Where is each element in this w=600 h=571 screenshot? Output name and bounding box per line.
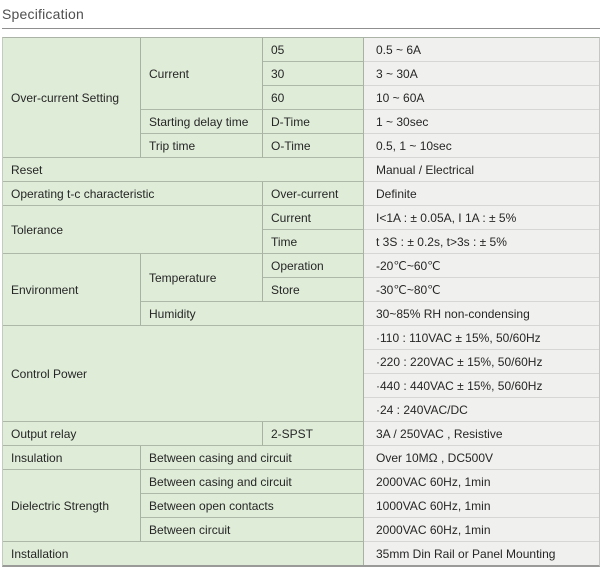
value-dielectric-casing-circuit: 2000VAC 60Hz, 1min (364, 470, 599, 494)
cell-o-time: O-Time (263, 134, 364, 158)
value-tolerance-time: t 3S : ± 0.2s, t>3s : ± 5% (364, 230, 599, 254)
page-title: Specification (2, 6, 84, 22)
value-control-power-110: ·110 : 110VAC ± 15%, 50/60Hz (364, 326, 599, 350)
row-tolerance-current: Tolerance Current I<1A : ± 0.05A, I 1A :… (3, 206, 599, 254)
cell-starting-delay-time: Starting delay time (141, 110, 263, 134)
row-control-power-24: ·24 : 240VAC/DC (3, 398, 599, 422)
cell-control-power: Control Power (3, 326, 364, 422)
value-60-range: 10 ~ 60A (364, 86, 599, 110)
cell-dielectric-open-contacts: Between open contacts (141, 494, 364, 518)
cell-operating-tc-characteristic: Operating t-c characteristic (3, 182, 263, 206)
cell-operation: Operation (263, 254, 364, 278)
cell-insulation: Insulation (3, 446, 141, 470)
cell-insulation-casing-circuit: Between casing and circuit (141, 446, 364, 470)
cell-environment: Environment (3, 254, 141, 326)
value-control-power-24: ·24 : 240VAC/DC (364, 398, 599, 422)
row-env-operation: Environment Temperature Operation -20℃~6… (3, 254, 599, 326)
cell-output-relay: Output relay (3, 422, 263, 446)
row-output-relay: Output relay 2-SPST 3A / 250VAC , Resist… (3, 422, 599, 446)
value-05-range: 0.5 ~ 6A (364, 38, 599, 62)
row-operating-tc: Operating t-c characteristic Over-curren… (3, 182, 599, 206)
cell-reset: Reset (3, 158, 364, 182)
row-oc-setting-05: Over-current Setting Current 05 0.5 ~ 6A (3, 38, 599, 158)
row-insulation: Insulation Between casing and circuit Ov… (3, 446, 599, 470)
cell-installation: Installation (3, 542, 364, 565)
cell-30: 30 (263, 62, 364, 86)
row-dielectric-casing-circuit: Dielectric Strength Between casing and c… (3, 470, 599, 542)
cell-d-time: D-Time (263, 110, 364, 134)
cell-tolerance: Tolerance (3, 206, 263, 254)
row-oc-setting-30: 30 3 ~ 30A (3, 62, 599, 86)
cell-trip-time: Trip time (141, 134, 263, 158)
value-dielectric-open-contacts: 1000VAC 60Hz, 1min (364, 494, 599, 518)
value-output-relay: 3A / 250VAC , Resistive (364, 422, 599, 446)
cell-humidity: Humidity (141, 302, 364, 326)
row-trip-time: Trip time O-Time 0.5, 1 ~ 10sec (3, 134, 599, 158)
cell-dielectric-casing-circuit: Between casing and circuit (141, 470, 364, 494)
row-dielectric-between-circuit: Between circuit 2000VAC 60Hz, 1min (3, 518, 599, 542)
row-dielectric-open-contacts: Between open contacts 1000VAC 60Hz, 1min (3, 494, 599, 518)
cell-2-spst: 2-SPST (263, 422, 364, 446)
row-oc-setting-60: 60 10 ~ 60A (3, 86, 599, 110)
row-control-power-110: Control Power ·110 : 110VAC ± 15%, 50/60… (3, 326, 599, 422)
value-d-time-range: 1 ~ 30sec (364, 110, 599, 134)
cell-60: 60 (263, 86, 364, 110)
value-o-time-range: 0.5, 1 ~ 10sec (364, 134, 599, 158)
row-installation: Installation 35mm Din Rail or Panel Moun… (3, 542, 599, 565)
cell-over-current: Over-current (263, 182, 364, 206)
cell-dielectric-between-circuit: Between circuit (141, 518, 364, 542)
value-humidity: 30~85% RH non-condensing (364, 302, 599, 326)
cell-store: Store (263, 278, 364, 302)
row-env-store: Store -30℃~80℃ (3, 278, 599, 302)
page-header: Specification (0, 0, 600, 29)
cell-tolerance-time: Time (263, 230, 364, 254)
row-tolerance-time: Time t 3S : ± 0.2s, t>3s : ± 5% (3, 230, 599, 254)
value-definite: Definite (364, 182, 599, 206)
value-30-range: 3 ~ 30A (364, 62, 599, 86)
value-installation: 35mm Din Rail or Panel Mounting (364, 542, 599, 565)
value-control-power-440: ·440 : 440VAC ± 15%, 50/60Hz (364, 374, 599, 398)
cell-temperature: Temperature (141, 254, 263, 302)
value-dielectric-between-circuit: 2000VAC 60Hz, 1min (364, 518, 599, 542)
cell-over-current-setting: Over-current Setting (3, 38, 141, 158)
cell-current: Current (141, 38, 263, 110)
cell-tolerance-current: Current (263, 206, 364, 230)
value-reset: Manual / Electrical (364, 158, 599, 182)
value-insulation: Over 10MΩ , DC500V (364, 446, 599, 470)
cell-05: 05 (263, 38, 364, 62)
cell-dielectric-strength: Dielectric Strength (3, 470, 141, 542)
title-divider (2, 28, 600, 29)
row-control-power-440: ·440 : 440VAC ± 15%, 50/60Hz (3, 374, 599, 398)
row-env-humidity: Humidity 30~85% RH non-condensing (3, 302, 599, 326)
row-control-power-220: ·220 : 220VAC ± 15%, 50/60Hz (3, 350, 599, 374)
value-tolerance-current: I<1A : ± 0.05A, I 1A : ± 5% (364, 206, 599, 230)
value-operation-temp: -20℃~60℃ (364, 254, 599, 278)
specification-table: Over-current Setting Current 05 0.5 ~ 6A… (2, 37, 600, 567)
row-starting-delay-time: Starting delay time D-Time 1 ~ 30sec (3, 110, 599, 134)
value-control-power-220: ·220 : 220VAC ± 15%, 50/60Hz (364, 350, 599, 374)
row-reset: Reset Manual / Electrical (3, 158, 599, 182)
value-store-temp: -30℃~80℃ (364, 278, 599, 302)
